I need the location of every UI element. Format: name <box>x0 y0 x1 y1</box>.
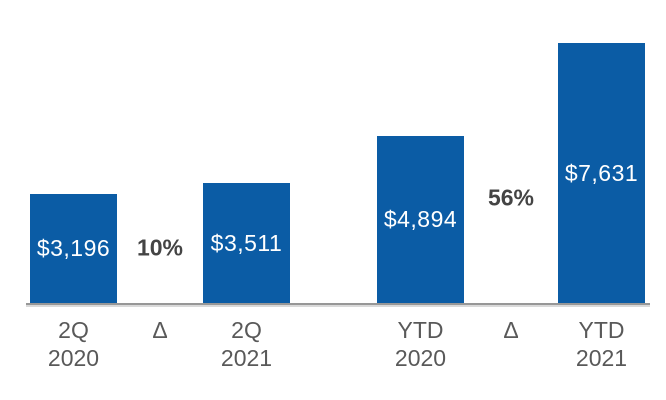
x-axis-category-label-line1: YTD <box>578 317 625 343</box>
bar: $3,511 <box>203 183 290 303</box>
bar-value-label: $7,631 <box>564 159 639 186</box>
x-axis-line <box>26 303 650 305</box>
x-axis-category-label: YTD 2021 <box>576 316 627 372</box>
delta-axis-symbol: Δ <box>503 317 519 343</box>
x-axis-category-label-line1: YTD <box>397 317 444 343</box>
bar-value-label: $3,511 <box>210 229 283 256</box>
x-axis-category-label-line2: 2021 <box>220 345 273 371</box>
x-axis-category-label-line2: 2020 <box>47 345 100 371</box>
bar-value-label: $4,894 <box>383 206 458 232</box>
x-axis-category-label: 2Q 2021 <box>221 316 272 372</box>
x-axis-category-label-line1: 2Q <box>58 317 89 343</box>
x-axis-category-label: 2Q 2020 <box>48 316 99 372</box>
delta-axis-symbol: Δ <box>152 317 168 343</box>
delta-percent-label: 56% <box>487 184 535 211</box>
x-axis-category-label-line1: 2Q <box>231 317 262 343</box>
x-axis-category-label-line2: 2020 <box>394 345 447 371</box>
bar-value-label: $3,196 <box>36 235 111 261</box>
x-axis-category-label-line2: 2021 <box>575 345 628 371</box>
bar: $4,894 <box>377 136 464 303</box>
bar: $3,196 <box>30 194 117 303</box>
x-axis-category-label: YTD 2020 <box>395 316 446 372</box>
bar: $7,631 <box>558 43 645 303</box>
delta-percent-label: 10% <box>136 234 184 261</box>
